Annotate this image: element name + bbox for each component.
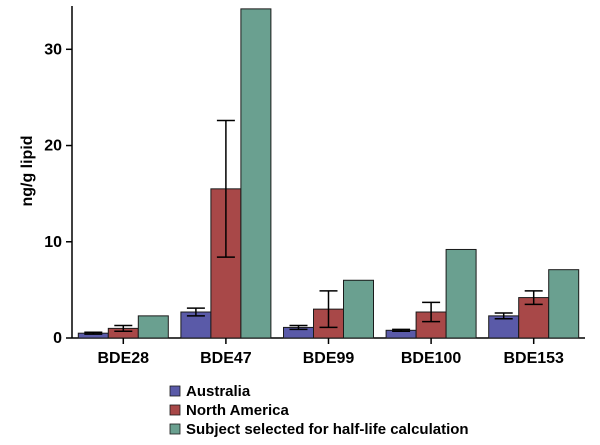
bar-bde100-series-3 <box>445 248 477 339</box>
bar-bde47-series-3 <box>240 8 272 339</box>
plot-area: 0 10 20 30 BDE28 BDE47 BDE99 BDE100 BDE153 <box>44 6 585 367</box>
y-tick-label: 0 <box>53 330 62 347</box>
x-tick-label: BDE99 <box>303 350 355 367</box>
legend-swatch <box>169 404 181 416</box>
x-tick-label: BDE100 <box>401 350 462 367</box>
y-tick-label: 20 <box>44 138 62 155</box>
bar-bde28-series-3 <box>137 315 169 339</box>
y-tick-label: 10 <box>44 234 62 251</box>
legend-swatch <box>169 385 181 397</box>
y-tick-label: 30 <box>44 41 62 58</box>
legend-label: Subject selected for half-life calculati… <box>186 421 469 438</box>
x-tick-label: BDE153 <box>503 350 564 367</box>
y-axis-title: ng/g lipid <box>19 135 36 206</box>
bar-bde99-series-3 <box>343 279 374 339</box>
legend: Australia North America Subject selected f… <box>169 383 469 438</box>
legend-swatch <box>169 423 181 435</box>
bar-bde153-series-3 <box>548 269 580 339</box>
legend-label: North America <box>186 402 289 419</box>
legend-label: Australia <box>186 383 251 400</box>
x-tick-label: BDE28 <box>98 350 150 367</box>
x-tick-label: BDE47 <box>200 350 252 367</box>
